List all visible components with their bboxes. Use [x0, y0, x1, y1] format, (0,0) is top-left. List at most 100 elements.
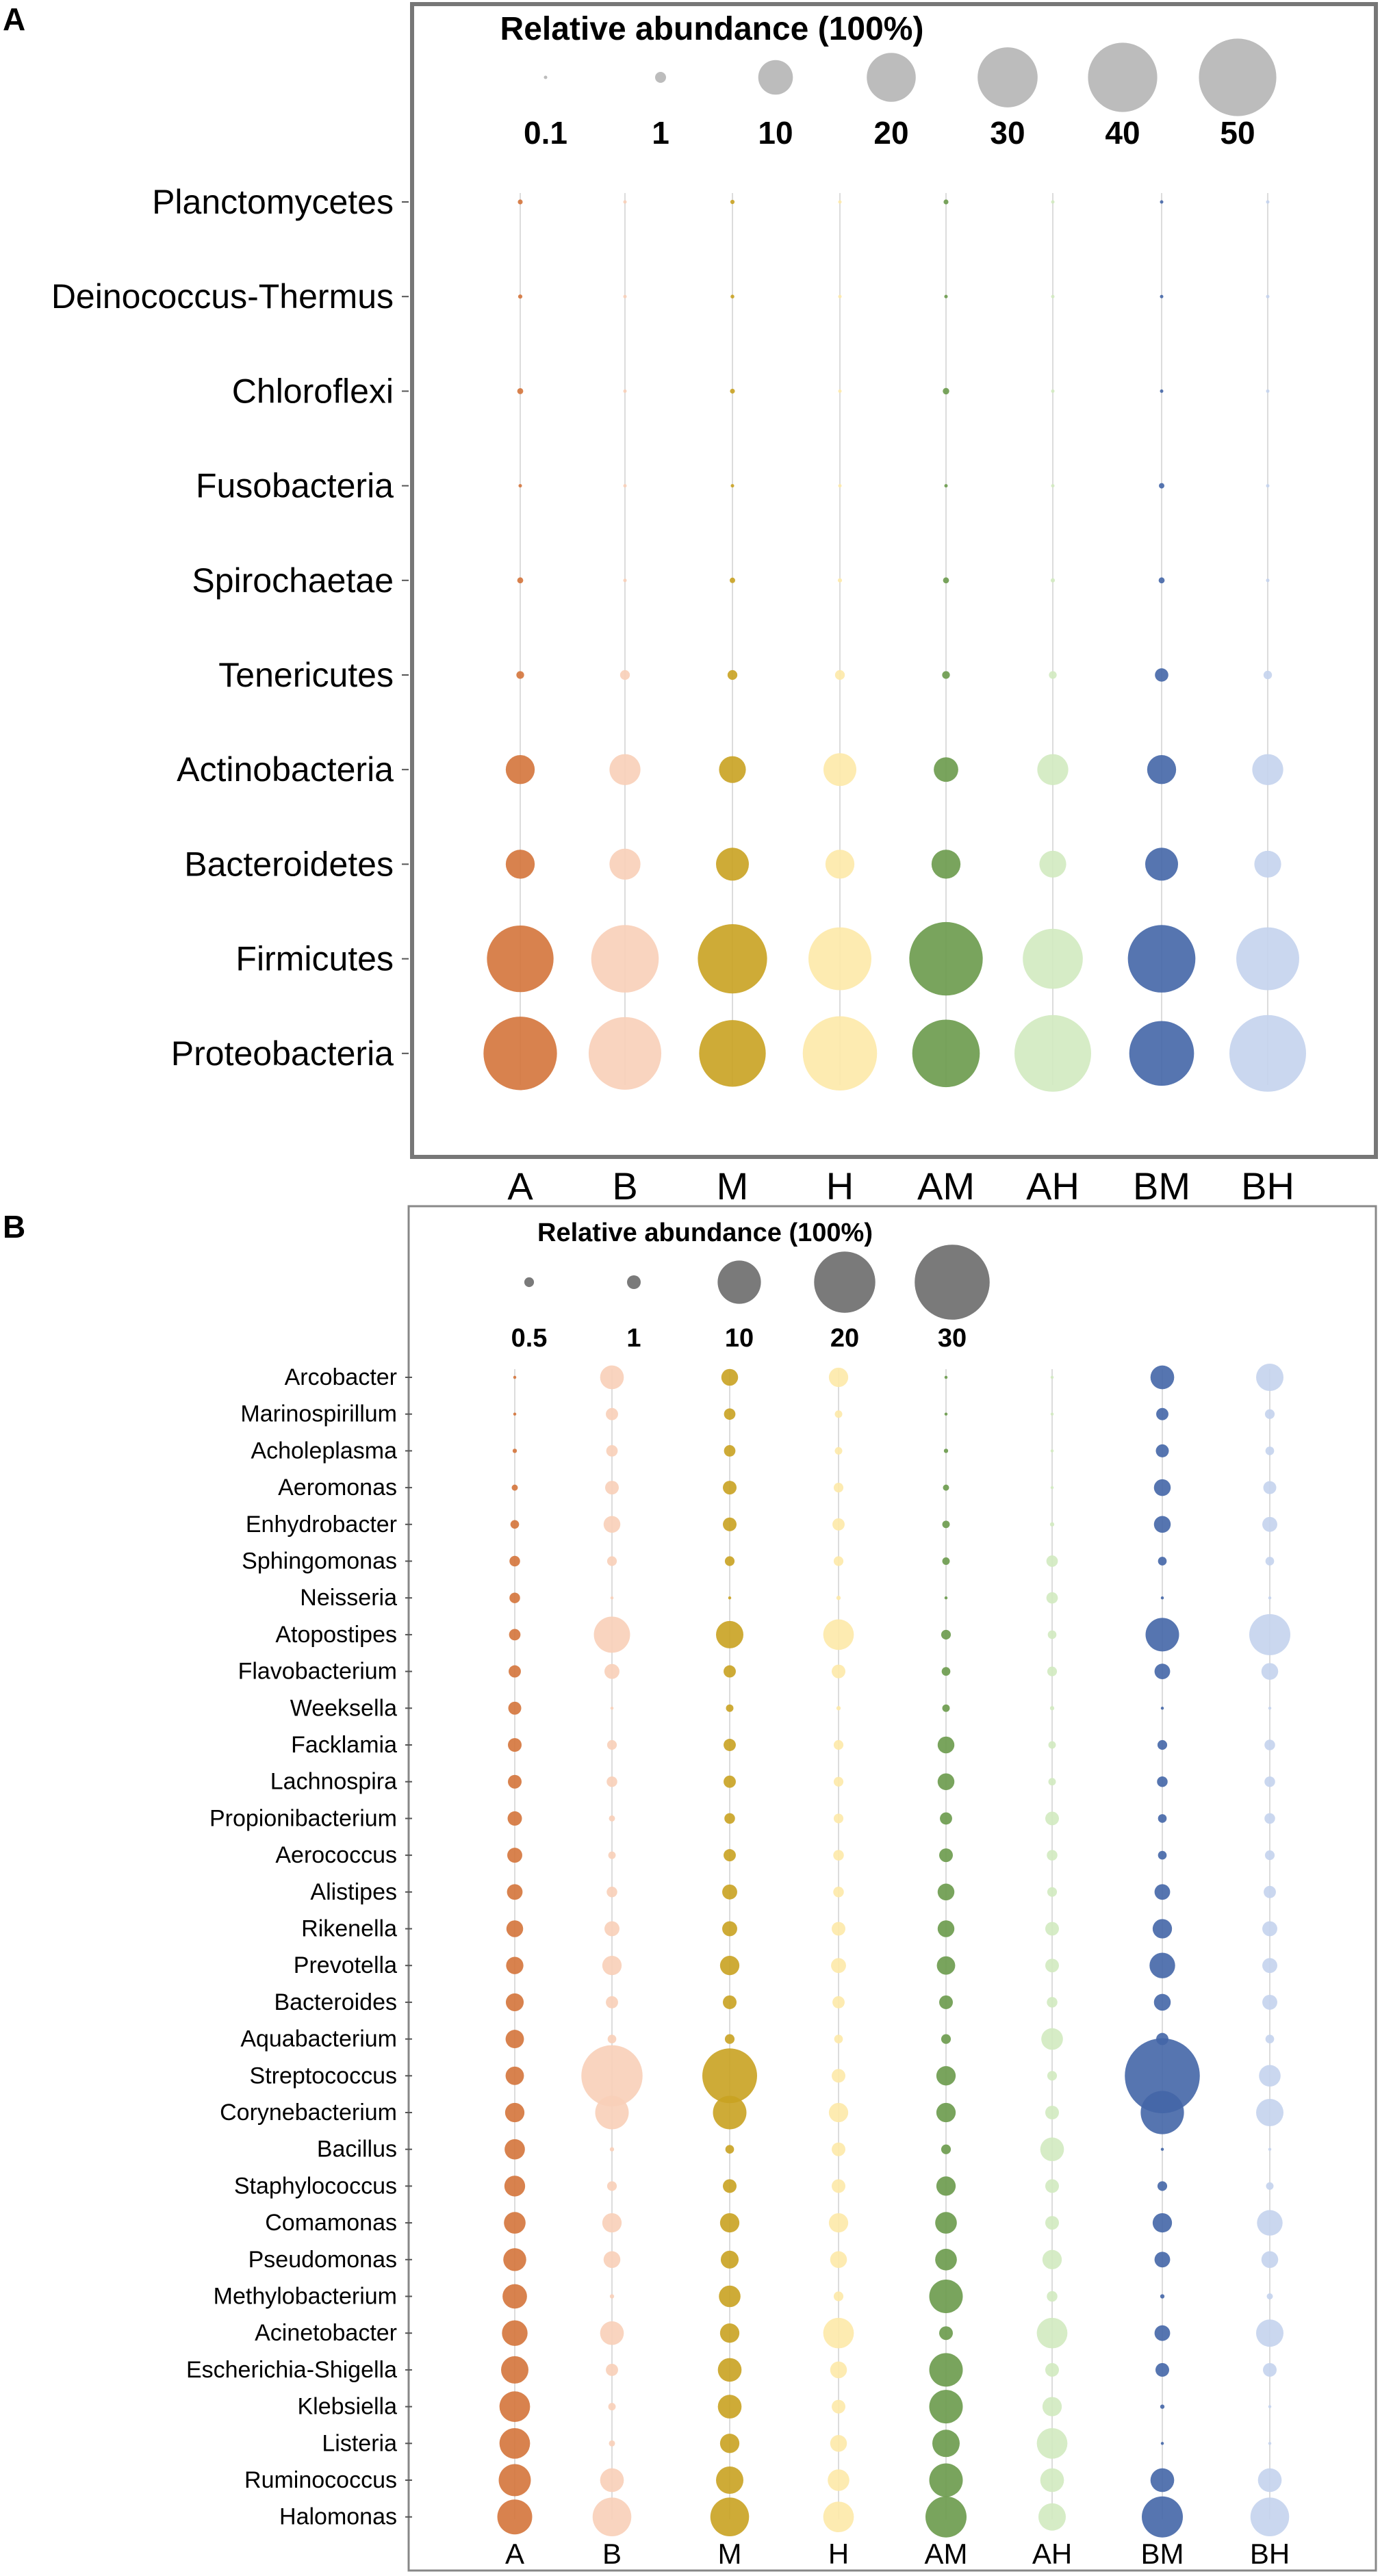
panel-a-taxon-label-chloroflexi: Chloroflexi: [232, 372, 394, 410]
panel-b-bubble-bacillus-m: [725, 2145, 734, 2154]
panel-a-bubble-planctomycetes-a: [518, 199, 523, 205]
panel-b-bubble-staphylococcus-bm: [1157, 2181, 1168, 2191]
panel-b-taxon-label-comamonas: Comamonas: [265, 2210, 397, 2236]
panel-b-bubble-facklamia-bm: [1157, 1739, 1168, 1750]
panel-b-bubble-aquabacterium-a: [505, 2030, 524, 2049]
panel-b-bubble-ruminococcus-am: [929, 2463, 963, 2497]
panel-b-bubble-acholeplasma-bm: [1155, 1444, 1169, 1457]
panel-b-bubble-rikenella-h: [832, 1922, 845, 1936]
panel-b-bubble-flavobacterium-b: [604, 1663, 619, 1679]
panel-b-bubble-sphingomonas-a: [509, 1555, 520, 1567]
panel-b-group-label-h: H: [828, 2538, 849, 2570]
panel-b-bubble-prevotella-bm: [1149, 1952, 1175, 1978]
panel-b-bubble-bacteroides-h: [832, 1995, 845, 2008]
panel-b-taxon-label-pseudomonas: Pseudomonas: [248, 2247, 397, 2273]
panel-a-bubble-bacteroidetes-b: [609, 848, 641, 880]
panel-b-bubble-escherichia-shigella-m: [717, 2358, 742, 2382]
panel-b-bubble-atopostipes-a: [509, 1629, 521, 1641]
panel-a-bubble-proteobacteria-am: [912, 1019, 980, 1088]
panel-b-bubble-escherichia-shigella-bh: [1263, 2362, 1277, 2377]
panel-b-bubble-halomonas-m: [710, 2497, 750, 2536]
panel-b-group-labels: A B M H AM AH BM BH: [505, 2538, 1290, 2570]
panel-b-bubble-enhydrobacter-b: [603, 1516, 621, 1533]
panel-b-bubble-pseudomonas-h: [830, 2251, 847, 2269]
panel-b-bubble-arcobacter-b: [600, 1365, 624, 1390]
panel-b-bubble-arcobacter-m: [721, 1368, 739, 1386]
panel-b-taxon-label-enhydrobacter: Enhydrobacter: [246, 1512, 397, 1538]
panel-b-bubble-lachnospira-b: [606, 1776, 617, 1787]
panel-a-bubble-deinococcus-thermus-h: [838, 294, 842, 298]
panel-b-taxon-label-staphylococcus: Staphylococcus: [234, 2173, 397, 2199]
panel-b-bubble-staphylococcus-m: [723, 2179, 737, 2193]
panel-b-bubble-alistipes-bm: [1154, 1884, 1171, 1900]
panel-a-taxa-labels: Planctomycetes Deinococcus-Thermus Chlorof…: [51, 183, 409, 1073]
panel-b-bubble-rikenella-bm: [1152, 1919, 1173, 1939]
panel-a-legend-label-50: 50: [1220, 115, 1255, 151]
panel-a-group-label-h: H: [826, 1164, 854, 1208]
panel-b-taxon-label-aerococcus: Aerococcus: [275, 1842, 397, 1868]
panel-b-legend-label-20: 20: [830, 1324, 859, 1353]
panel-b-bubble-flavobacterium-h: [832, 1664, 845, 1679]
panel-b-group-label-am: AM: [925, 2538, 968, 2570]
panel-b-bubble-propionibacterium-bm: [1158, 1814, 1167, 1823]
panel-b-bubble-atopostipes-bh: [1249, 1614, 1290, 1655]
panel-b-label: B: [3, 1209, 25, 1245]
panel-a-bubble-proteobacteria-bh: [1229, 1015, 1306, 1092]
panel-a-legend-label-1: 1: [652, 115, 669, 151]
panel-a-bubble-bacteroidetes-h: [825, 850, 855, 879]
panel-b-bubble-ruminococcus-b: [600, 2468, 624, 2492]
panel-b-group-label-bh: BH: [1250, 2538, 1290, 2570]
panel-b-bubble-bacteroides-bm: [1153, 1993, 1171, 2011]
panel-a-legend-label-10: 10: [758, 115, 793, 151]
panel-b-bubble-streptococcus-ah: [1047, 2071, 1058, 2081]
panel-b-bubble-acholeplasma-m: [724, 1445, 736, 1457]
panel-b-bubble-acholeplasma-am: [943, 1449, 949, 1453]
panel-b-bubble-weeksella-a: [508, 1701, 522, 1715]
panel-b-bubble-aerococcus-h: [833, 1850, 844, 1861]
panel-b-bubble-listeria-a: [499, 2427, 531, 2459]
panel-b-bubble-weeksella-m: [726, 1704, 734, 1712]
panel-b-bubble-escherichia-shigella-b: [606, 2363, 618, 2376]
panel-a-label: A: [3, 1, 25, 37]
panel-b-bubble-escherichia-shigella-am: [929, 2353, 963, 2387]
panel-a-bubble-firmicutes-am: [909, 921, 983, 996]
panel-b-bubble-streptococcus-am: [936, 2066, 956, 2086]
panel-b-bubble-streptococcus-m: [702, 2048, 757, 2104]
panel-b-bubble-weeksella-bm: [1160, 1707, 1164, 1710]
panel-a-bubble-tenericutes-am: [942, 671, 950, 679]
panel-b-bubble-corynebacterium-a: [504, 2102, 525, 2123]
panel-a-taxon-label-spirochaetae: Spirochaetae: [192, 561, 394, 600]
panel-b-bubble-weeksella-h: [836, 1706, 841, 1711]
panel-a-bubble-planctomycetes-bh: [1266, 200, 1270, 204]
panel-b-taxon-label-aeromonas: Aeromonas: [278, 1475, 397, 1501]
panel-b-bubble-acinetobacter-am: [939, 2326, 953, 2341]
panel-b-taxon-label-acholeplasma: Acholeplasma: [251, 1438, 397, 1464]
panel-a-bubble-planctomycetes-ah: [1051, 200, 1055, 204]
panel-b-legend-label-0-5: 0.5: [511, 1324, 548, 1353]
panel-b-taxon-label-klebsiella: Klebsiella: [297, 2394, 397, 2420]
panel-b-bubble-facklamia-h: [833, 1739, 844, 1750]
panel-b-bubble-acinetobacter-m: [719, 2323, 740, 2343]
panel-b-bubble-klebsiella-ah: [1042, 2397, 1062, 2416]
panel-a-frame: [410, 2, 1378, 1159]
panel-a-group-label-a: A: [507, 1164, 533, 1208]
panel-b-bubble-atopostipes-m: [716, 1620, 743, 1648]
panel-a-legend-bubble-1: [655, 72, 666, 83]
panel-b-bubble-halomonas-a: [497, 2499, 533, 2535]
panel-a: A Relative abundance (100%) 0.1 1 10 20 30 40…: [3, 1, 1378, 1208]
panel-b-bubble-facklamia-a: [508, 1738, 522, 1752]
panel-b-bubble-neisseria-a: [509, 1592, 520, 1603]
panel-b-bubble-staphylococcus-am: [936, 2176, 956, 2196]
panel-b-bubble-methylobacterium-am: [929, 2280, 963, 2313]
panel-b-bubble-methylobacterium-h: [833, 2291, 844, 2301]
panel-b-bubble-staphylococcus-a: [504, 2176, 526, 2197]
panel-a-bubble-spirochaetae-am: [943, 577, 949, 584]
panel-b-bubble-bacteroides-a: [505, 1993, 524, 2011]
panel-b-bubble-staphylococcus-h: [832, 2179, 845, 2193]
panel-b-bubble-facklamia-m: [724, 1739, 736, 1751]
panel-b-bubble-methylobacterium-ah: [1047, 2291, 1058, 2302]
panel-a-bubble-proteobacteria-b: [588, 1017, 662, 1090]
panel-b-bubble-alistipes-bh: [1264, 1885, 1276, 1898]
panel-b-bubble-comamonas-m: [719, 2212, 740, 2233]
panel-b-bubble-aquabacterium-h: [834, 2035, 843, 2043]
